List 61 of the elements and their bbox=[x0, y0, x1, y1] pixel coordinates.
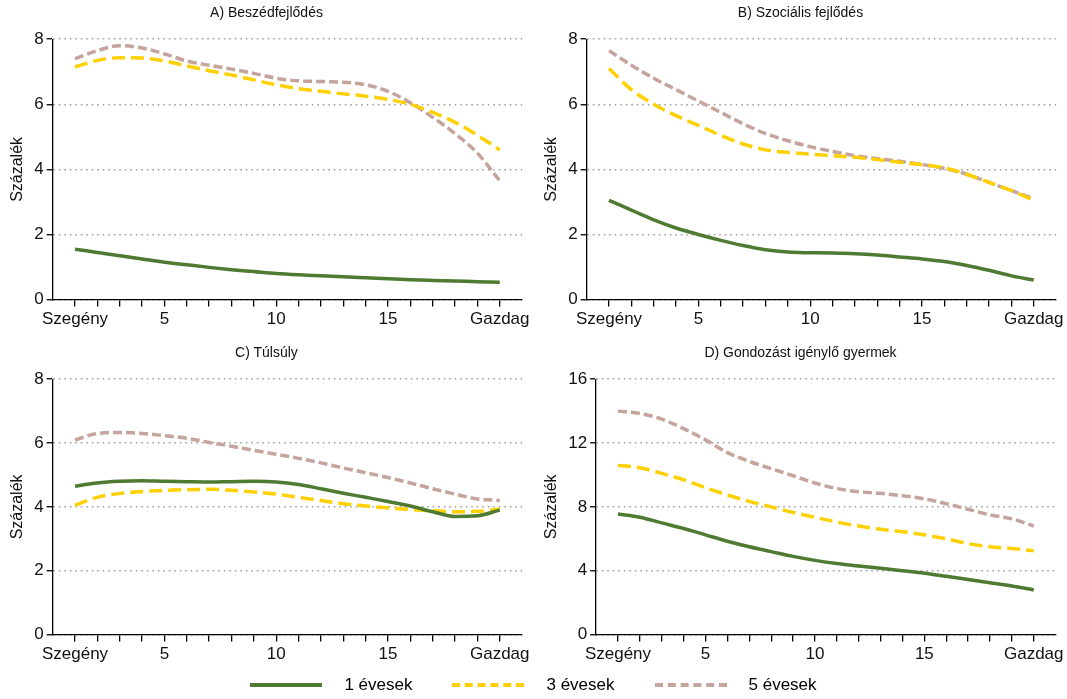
y-tick-label: 16 bbox=[568, 368, 588, 388]
line-series bbox=[73, 478, 502, 519]
line-series bbox=[607, 198, 1036, 282]
x-tick-label: 5 bbox=[693, 309, 704, 329]
line-series bbox=[73, 43, 502, 183]
line-series bbox=[616, 512, 1036, 592]
y-tick-label: 6 bbox=[34, 93, 44, 113]
chart-title: A) Beszédfejlődés bbox=[209, 4, 324, 20]
y-tick-label: 8 bbox=[34, 368, 44, 388]
x-tick-label: Szegény bbox=[575, 309, 643, 329]
x-tick-label: 5 bbox=[700, 644, 711, 664]
x-tick-label: 15 bbox=[378, 644, 398, 664]
y-tick-label: 4 bbox=[34, 496, 44, 516]
y-tick-label: 8 bbox=[568, 28, 578, 48]
y-tick-label: 0 bbox=[34, 624, 44, 644]
x-tick-label: 15 bbox=[914, 644, 934, 664]
line-series bbox=[73, 247, 502, 285]
y-axis-title: Százalék bbox=[542, 135, 560, 202]
y-tick-label: 2 bbox=[34, 224, 44, 244]
y-tick-label: 4 bbox=[577, 560, 588, 580]
x-tick-label: Szegény bbox=[41, 309, 109, 329]
line-series bbox=[616, 409, 1036, 528]
y-tick-label: 8 bbox=[577, 496, 588, 516]
y-tick-label: 4 bbox=[568, 159, 578, 179]
x-tick-label: 5 bbox=[159, 644, 170, 664]
x-tick-label: 10 bbox=[266, 309, 286, 329]
x-tick-label: 10 bbox=[266, 644, 286, 664]
x-tick-label: 15 bbox=[912, 309, 932, 329]
x-tick-label: Szegény bbox=[584, 644, 652, 664]
line-series bbox=[73, 430, 502, 503]
x-tick-label: Gazdag bbox=[1003, 644, 1064, 664]
x-tick-label: 15 bbox=[378, 309, 398, 329]
y-tick-label: 6 bbox=[568, 93, 578, 113]
line-series bbox=[616, 463, 1036, 553]
x-tick-label: Szegény bbox=[41, 644, 109, 664]
x-tick-label: 5 bbox=[159, 309, 170, 329]
x-tick-label: 10 bbox=[805, 644, 825, 664]
y-tick-label: 8 bbox=[34, 28, 44, 48]
chart-title: C) Túlsúly bbox=[234, 344, 299, 360]
y-tick-label: 6 bbox=[34, 432, 44, 452]
x-tick-label: Gazdag bbox=[1003, 309, 1064, 329]
y-axis-title: Százalék bbox=[8, 473, 26, 540]
y-axis-title: Százalék bbox=[542, 473, 560, 540]
y-tick-label: 4 bbox=[34, 159, 44, 179]
y-axis-title: Százalék bbox=[8, 135, 26, 202]
line-series bbox=[73, 487, 502, 514]
y-tick-label: 0 bbox=[34, 289, 44, 309]
chart-title: B) Szociális fejlődés bbox=[736, 4, 865, 20]
x-tick-label: 10 bbox=[800, 309, 820, 329]
y-tick-label: 2 bbox=[568, 224, 578, 244]
y-tick-label: 0 bbox=[577, 624, 588, 644]
x-tick-label: Gazdag bbox=[469, 644, 530, 664]
line-series bbox=[73, 56, 502, 152]
y-tick-label: 0 bbox=[568, 289, 578, 309]
y-tick-label: 12 bbox=[568, 432, 588, 452]
y-tick-label: 2 bbox=[34, 560, 44, 580]
legend-label: 5 évesek bbox=[748, 674, 817, 695]
legend-label: 1 évesek bbox=[344, 674, 413, 695]
chart-title: D) Gondozást igénylő gyermek bbox=[703, 344, 898, 360]
legend-label: 3 évesek bbox=[546, 674, 615, 695]
x-tick-label: Gazdag bbox=[469, 309, 530, 329]
